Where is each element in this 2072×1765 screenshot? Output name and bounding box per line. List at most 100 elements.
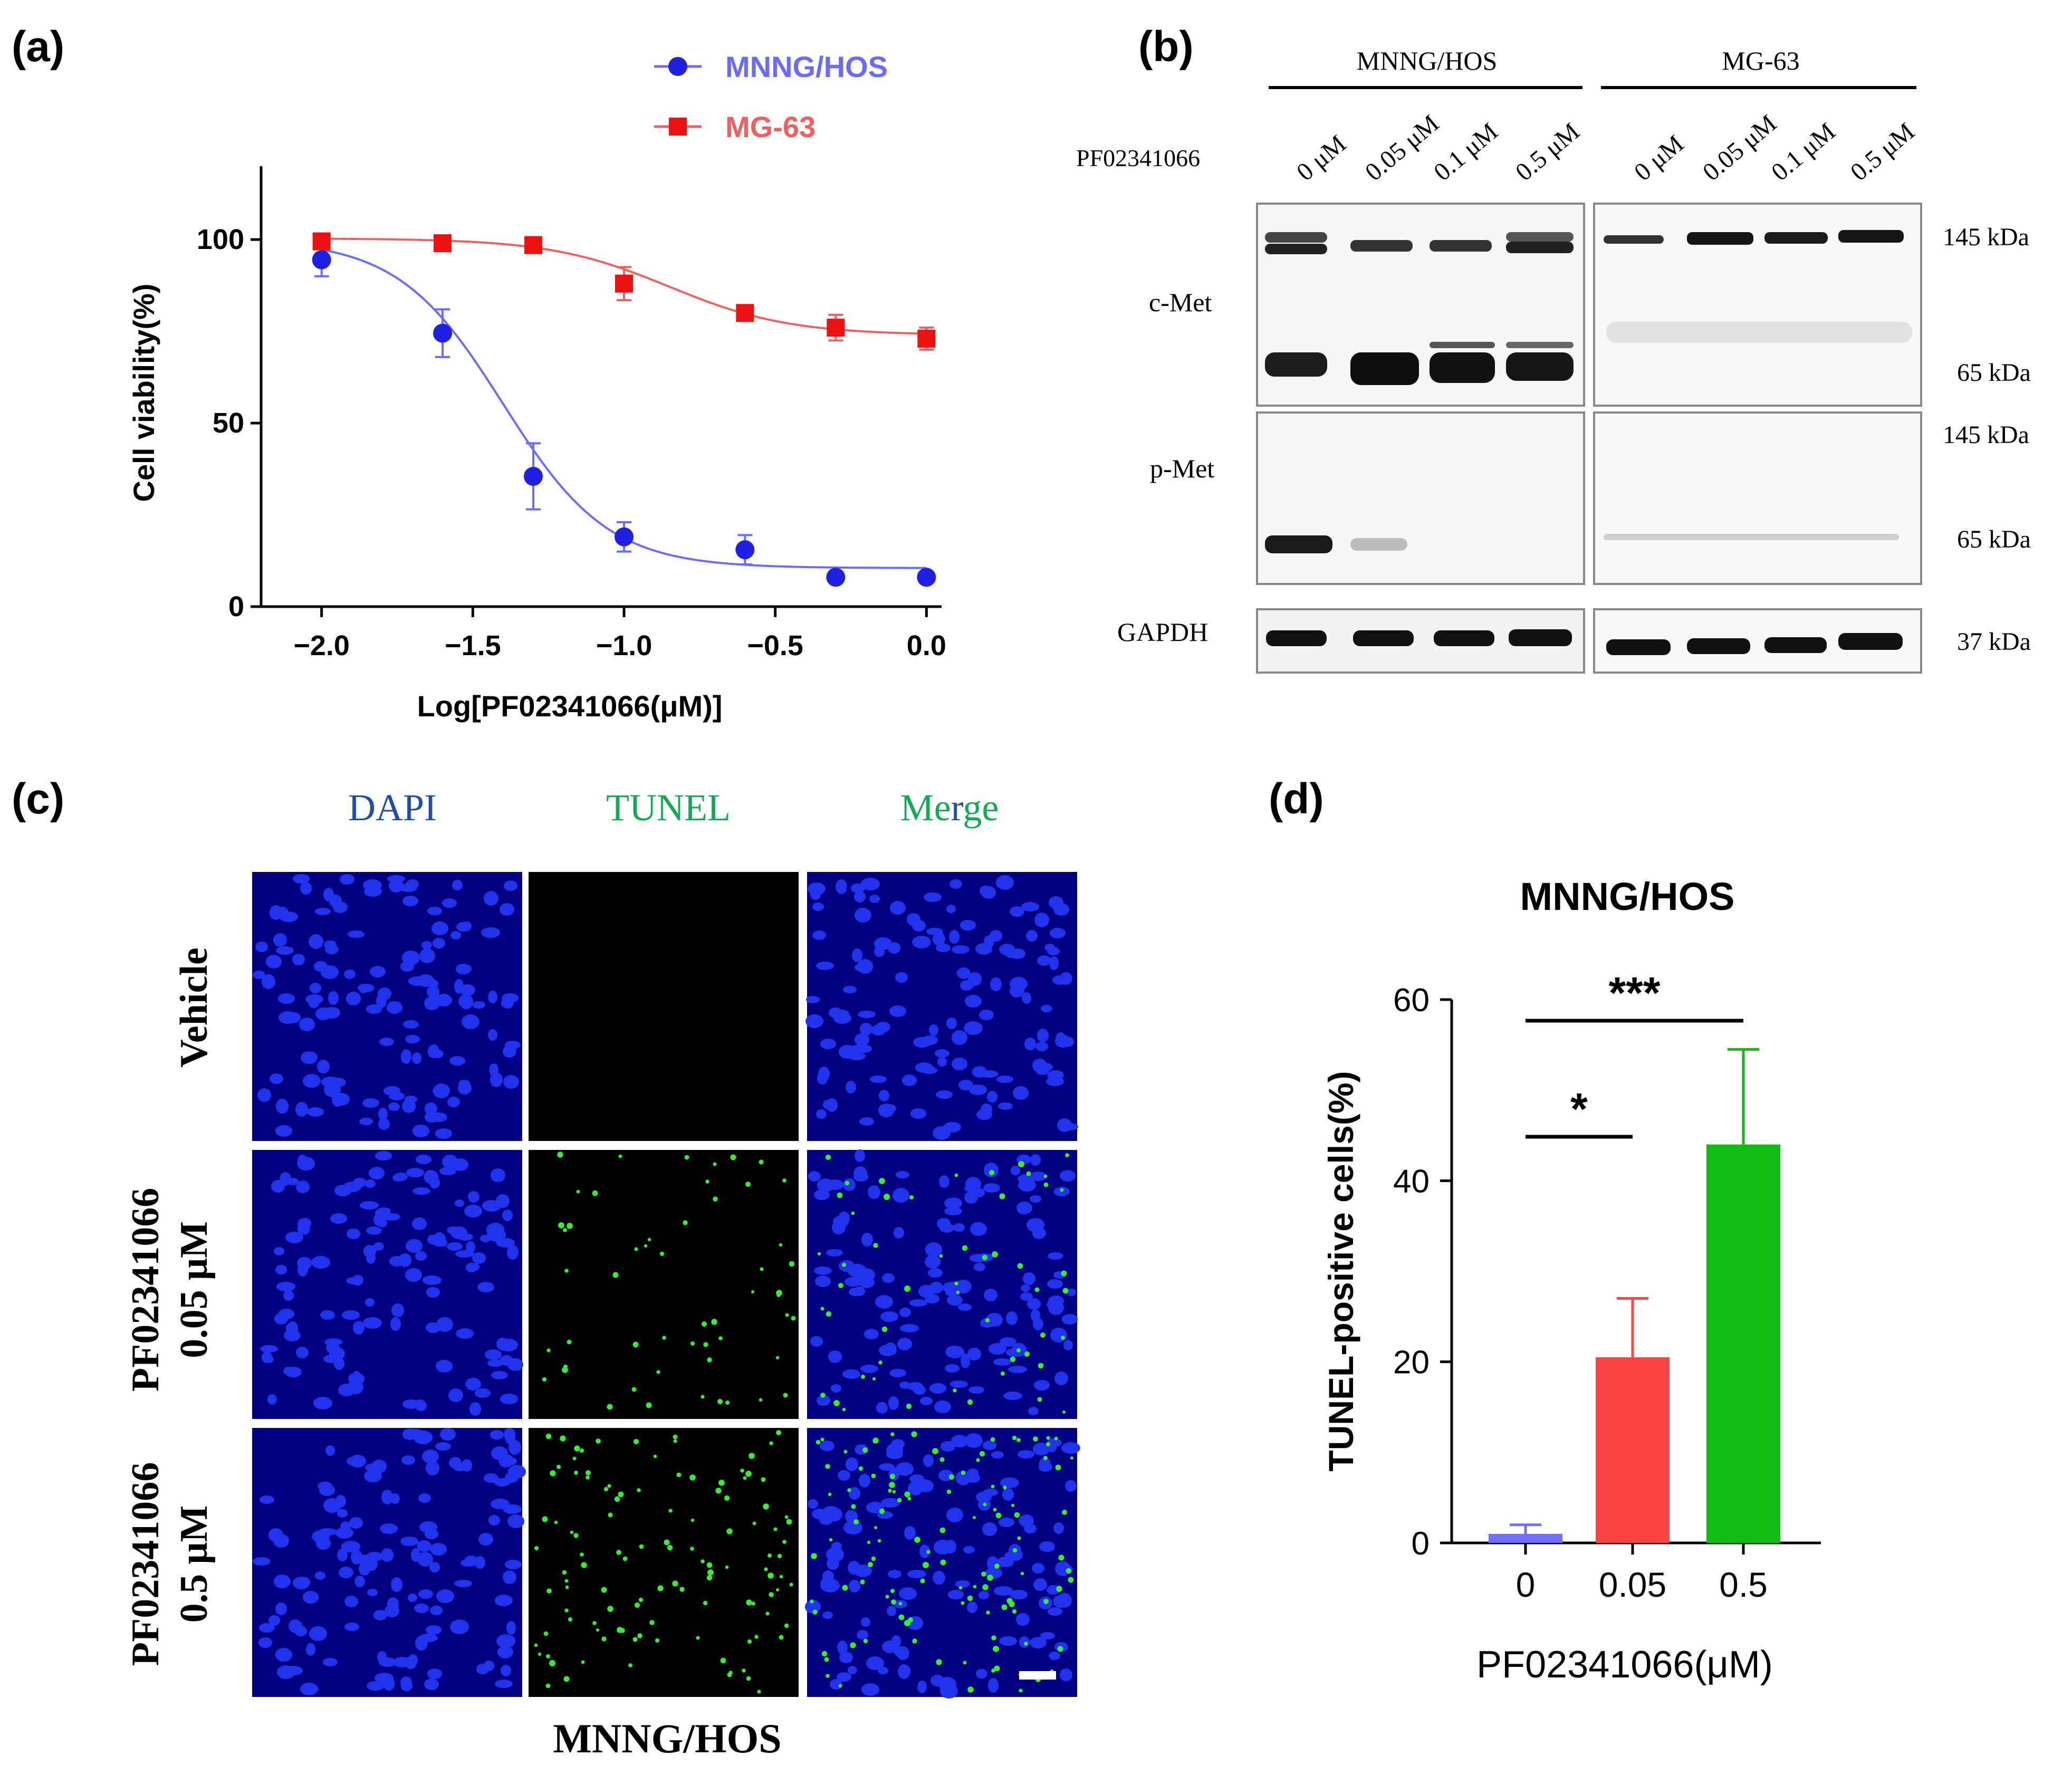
blot-band bbox=[1350, 538, 1407, 551]
nucleus bbox=[373, 1610, 387, 1620]
nucleus bbox=[843, 1178, 856, 1191]
nucleus bbox=[939, 1223, 954, 1233]
nucleus bbox=[945, 1364, 960, 1373]
nucleus bbox=[488, 1029, 497, 1041]
tunel-positive-cell bbox=[1046, 1442, 1050, 1446]
tunel-positive-cell bbox=[761, 1477, 766, 1482]
nucleus bbox=[960, 920, 976, 931]
nucleus bbox=[879, 1463, 895, 1471]
tunel-positive-cell bbox=[842, 1407, 846, 1412]
tunel-positive-cell bbox=[1016, 1348, 1021, 1352]
tunel-bar-chart: MNNG/HOS 0 20 40 60 TUNEL-positive cells(%) 0 0… bbox=[1321, 875, 1821, 1686]
blot-band bbox=[1266, 630, 1327, 646]
nucleus bbox=[310, 983, 321, 993]
tunel-positive-cell bbox=[888, 1489, 892, 1493]
blot-band bbox=[1265, 244, 1327, 254]
nucleus bbox=[1010, 906, 1024, 917]
tunel-positive-cell bbox=[701, 1395, 705, 1399]
nucleus bbox=[897, 1646, 909, 1660]
nucleus bbox=[1065, 1480, 1077, 1492]
row-label-line: 0.5 μM bbox=[172, 1505, 216, 1623]
nucleus bbox=[1050, 1328, 1067, 1342]
nucleus bbox=[311, 1256, 330, 1269]
tunel-positive-cell bbox=[639, 1544, 644, 1549]
tunel-positive-cell bbox=[961, 1470, 966, 1475]
tunel-positive-cell bbox=[1017, 1263, 1023, 1269]
tunel-positive-cell bbox=[768, 1553, 772, 1558]
nucleus bbox=[879, 1345, 897, 1356]
nucleus bbox=[288, 1012, 301, 1023]
data-point bbox=[615, 274, 633, 293]
blot-band bbox=[1506, 232, 1574, 242]
nucleus bbox=[391, 1577, 402, 1592]
tunel-positive-cell bbox=[985, 1318, 990, 1323]
significance-label: * bbox=[1570, 1084, 1588, 1134]
nucleus bbox=[426, 1625, 442, 1635]
nucleus bbox=[928, 1268, 943, 1278]
tunel-positive-cell bbox=[861, 1375, 865, 1379]
tunel-positive-cell bbox=[759, 1159, 764, 1165]
tunel-positive-cell bbox=[586, 1470, 591, 1475]
tunel-positive-cell bbox=[889, 1473, 896, 1480]
tunel-positive-cell bbox=[769, 1441, 773, 1445]
nucleus bbox=[857, 1630, 868, 1639]
tunel-positive-cell bbox=[983, 1502, 987, 1507]
nucleus bbox=[323, 1658, 338, 1666]
tunel-positive-cell bbox=[923, 1562, 929, 1568]
tunel-positive-cell bbox=[580, 1552, 584, 1557]
tunel-positive-cell bbox=[754, 1635, 759, 1639]
nucleus bbox=[827, 1557, 839, 1570]
tunel-positive-cell bbox=[596, 1628, 600, 1632]
tunel-positive-cell bbox=[890, 1432, 895, 1436]
nucleus bbox=[1023, 1272, 1035, 1285]
nucleus bbox=[253, 971, 265, 979]
nucleus bbox=[1033, 1578, 1047, 1591]
tunel-positive-cell bbox=[784, 1515, 789, 1519]
tunel-positive-cell bbox=[706, 1575, 713, 1581]
nucleus bbox=[1060, 1170, 1076, 1182]
nucleus bbox=[808, 1499, 818, 1509]
nucleus bbox=[1020, 1292, 1033, 1301]
nucleus bbox=[325, 1445, 335, 1456]
tunel-positive-cell bbox=[956, 1290, 960, 1294]
nucleus bbox=[868, 1185, 880, 1199]
tunel-positive-cell bbox=[906, 1403, 912, 1409]
nucleus bbox=[296, 1347, 309, 1358]
nucleus bbox=[323, 1498, 341, 1513]
nucleus bbox=[314, 961, 328, 972]
kda-label: 145 kDa bbox=[1943, 223, 2029, 251]
nucleus bbox=[415, 1636, 428, 1651]
tunel-positive-cell bbox=[690, 1547, 694, 1551]
nucleus bbox=[419, 948, 435, 963]
nucleus bbox=[324, 1338, 342, 1346]
tunel-positive-cell bbox=[751, 1601, 755, 1606]
nucleus bbox=[502, 1210, 513, 1221]
nucleus bbox=[442, 1155, 458, 1168]
nucleus bbox=[353, 1374, 364, 1384]
tunel-positive-cell bbox=[1020, 1571, 1024, 1576]
tunel-positive-cell bbox=[776, 1588, 779, 1591]
tunel-positive-cell bbox=[892, 1490, 896, 1494]
tunel-positive-cell bbox=[728, 1671, 733, 1675]
nucleus bbox=[380, 1523, 398, 1534]
tunel-positive-cell bbox=[991, 1484, 995, 1489]
nucleus bbox=[980, 1318, 994, 1328]
tunel-positive-cell bbox=[556, 1464, 561, 1470]
nucleus bbox=[488, 991, 497, 1003]
tunel-positive-cell bbox=[824, 1657, 829, 1662]
nucleus bbox=[826, 1098, 838, 1112]
nucleus bbox=[1060, 972, 1072, 985]
x-tick-label: 0 bbox=[1516, 1565, 1536, 1604]
blot-band bbox=[1430, 352, 1495, 383]
nucleus bbox=[1048, 1252, 1063, 1260]
nucleus bbox=[837, 1672, 851, 1682]
nucleus bbox=[400, 1537, 418, 1546]
nucleus bbox=[896, 1171, 909, 1178]
tunel-positive-cell bbox=[871, 1473, 876, 1479]
nucleus bbox=[987, 1091, 997, 1102]
lane-label: 0 μM bbox=[1629, 130, 1689, 187]
nucleus bbox=[403, 1020, 419, 1029]
tunel-positive-cell bbox=[909, 1195, 914, 1200]
tunel-positive-cell bbox=[820, 1437, 824, 1442]
tunel-positive-cell bbox=[777, 1553, 782, 1559]
